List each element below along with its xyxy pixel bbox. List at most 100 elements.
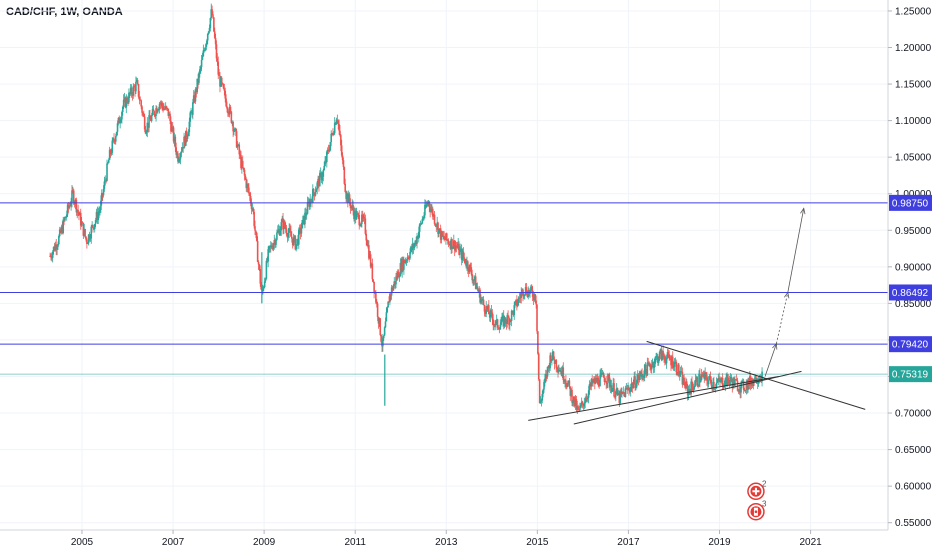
- candle: [234, 128, 237, 132]
- horizontal-levels[interactable]: [0, 202, 888, 375]
- candle: [387, 301, 389, 308]
- candle: [348, 194, 351, 203]
- candle: [436, 222, 438, 227]
- candle: [82, 222, 85, 236]
- candle: [183, 136, 185, 149]
- candle: [474, 276, 477, 290]
- candle: [663, 356, 665, 358]
- candle: [594, 377, 597, 384]
- candle: [599, 375, 601, 387]
- price-labels: 0.98750 0.86492 0.79420 0.75319: [889, 194, 932, 383]
- candle: [400, 262, 403, 273]
- candle: [382, 338, 384, 347]
- candle: [390, 287, 393, 296]
- candle: [365, 233, 368, 241]
- candle: [101, 193, 104, 196]
- candle: [176, 153, 178, 155]
- candle: [490, 310, 493, 313]
- y-tick-label-2: 1.15000: [895, 80, 932, 91]
- candle: [452, 246, 454, 249]
- candle: [666, 352, 669, 358]
- candle: [337, 120, 340, 124]
- candle: [72, 190, 75, 204]
- candle: [162, 106, 164, 110]
- trendline-1[interactable]: [573, 370, 802, 425]
- trendline-2[interactable]: [646, 340, 866, 410]
- candle: [455, 245, 458, 247]
- candle: [262, 288, 264, 292]
- candle: [545, 374, 548, 377]
- candle: [658, 351, 661, 359]
- candle: [217, 61, 220, 75]
- candle: [171, 126, 173, 132]
- candle: [142, 113, 145, 117]
- candle: [751, 381, 754, 386]
- candle: [398, 276, 401, 278]
- candle: [52, 246, 55, 252]
- candle: [585, 398, 587, 403]
- candle: [564, 380, 566, 382]
- candle: [744, 389, 747, 391]
- candle: [430, 209, 432, 212]
- candle: [318, 178, 320, 187]
- candle: [417, 231, 420, 239]
- candle: [204, 49, 206, 51]
- candle: [733, 378, 735, 386]
- event-markers[interactable]: 23: [747, 479, 767, 521]
- candle: [482, 299, 485, 306]
- candle: [290, 236, 293, 239]
- candle: [409, 251, 411, 259]
- candle: [479, 289, 481, 303]
- candle: [722, 386, 725, 388]
- candle: [220, 77, 222, 87]
- y-tick-label-5: 1.00000: [895, 189, 932, 200]
- candle: [447, 240, 450, 245]
- candle: [334, 122, 337, 125]
- candle: [137, 84, 140, 97]
- candle: [103, 181, 106, 189]
- candle: [673, 362, 676, 367]
- candle: [147, 122, 149, 128]
- candle: [500, 322, 502, 325]
- trendlines[interactable]: [528, 340, 866, 425]
- candle: [293, 236, 296, 238]
- candle: [551, 351, 554, 360]
- candle: [280, 222, 283, 231]
- candle: [154, 115, 156, 117]
- candle: [119, 121, 121, 124]
- candle: [303, 216, 305, 225]
- candle: [301, 220, 304, 229]
- candle: [565, 380, 567, 385]
- candle: [508, 317, 510, 326]
- candle: [439, 228, 442, 240]
- candle: [299, 227, 302, 234]
- candle: [471, 274, 473, 281]
- candle: [85, 236, 87, 240]
- candle: [167, 108, 170, 116]
- candle: [489, 310, 492, 318]
- candle: [441, 231, 444, 237]
- candle: [341, 155, 344, 161]
- candle: [68, 205, 71, 208]
- candle: [475, 286, 478, 290]
- candle: [392, 285, 395, 291]
- candle: [258, 264, 261, 270]
- candle: [106, 163, 108, 181]
- candle: [619, 391, 621, 404]
- candle: [254, 226, 256, 231]
- candle: [221, 83, 224, 85]
- candle: [565, 384, 568, 387]
- candle: [685, 381, 687, 389]
- candle: [613, 383, 615, 397]
- candle: [120, 119, 122, 122]
- trendline-0[interactable]: [528, 375, 779, 421]
- candle: [312, 188, 315, 193]
- candle: [495, 320, 497, 325]
- candle: [577, 406, 579, 410]
- level-label-1: 0.86492: [892, 288, 929, 299]
- projection-arrows[interactable]: [764, 207, 806, 377]
- candle: [213, 17, 215, 32]
- candle: [448, 244, 451, 246]
- candle: [276, 230, 279, 233]
